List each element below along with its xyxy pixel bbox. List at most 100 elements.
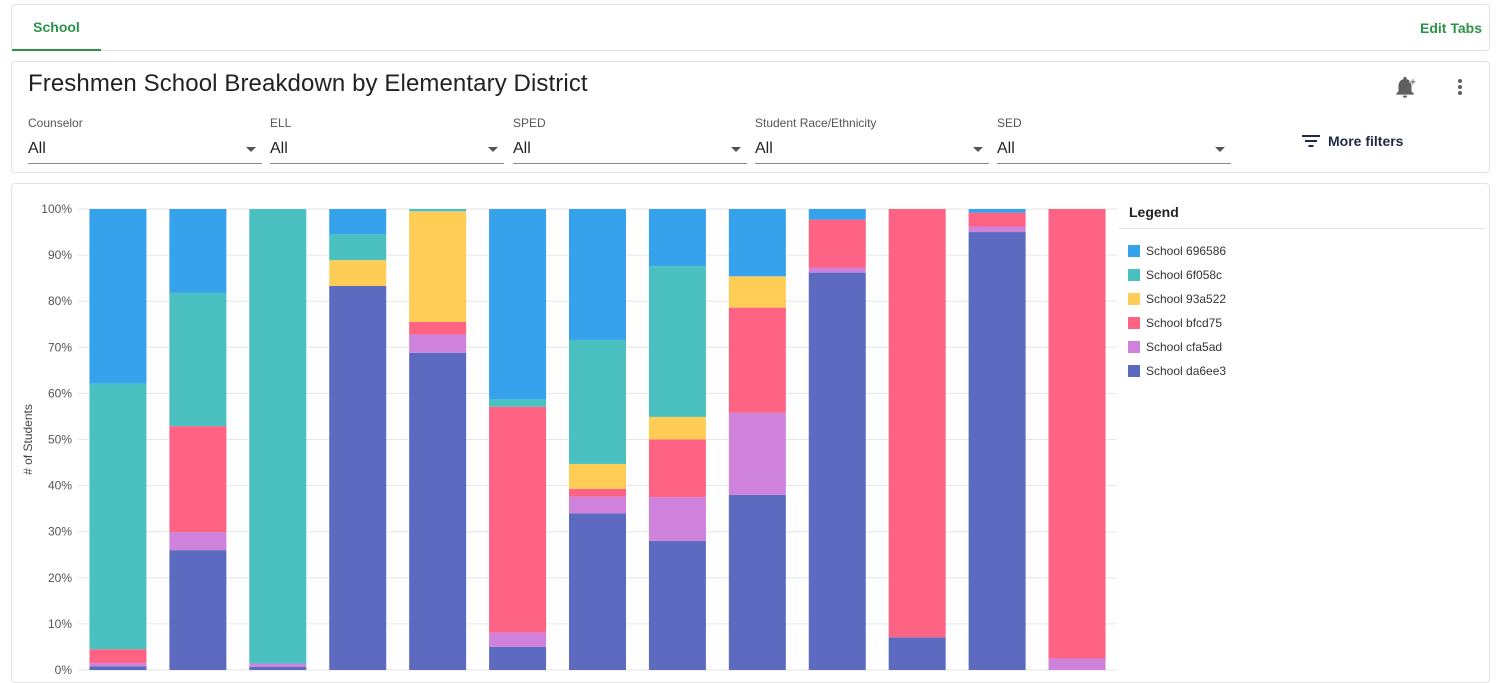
y-tick-label: 70% bbox=[48, 340, 72, 354]
legend-item[interactable]: School bfcd75 bbox=[1128, 311, 1485, 335]
sed-select[interactable]: All bbox=[997, 136, 1231, 164]
legend-item[interactable]: School 6f058c bbox=[1128, 263, 1485, 287]
y-tick-label: 100% bbox=[41, 202, 72, 216]
bar-segment bbox=[329, 260, 387, 286]
filter-value: All bbox=[997, 140, 1015, 157]
legend-label: School 93a522 bbox=[1146, 292, 1227, 306]
chevron-down-icon bbox=[1215, 147, 1225, 152]
header-card: Freshmen School Breakdown by Elementary … bbox=[11, 61, 1490, 173]
bar-segment bbox=[569, 496, 626, 514]
bar-segment bbox=[89, 663, 147, 667]
filter-label: SED bbox=[997, 116, 1022, 130]
bar-segment bbox=[728, 412, 786, 495]
bar-segment bbox=[648, 439, 706, 498]
bar-segment bbox=[409, 321, 467, 335]
bar-segment bbox=[648, 497, 706, 541]
legend-label: School 696586 bbox=[1146, 244, 1227, 258]
bell-plus-icon[interactable] bbox=[1392, 74, 1418, 100]
legend-label: School bfcd75 bbox=[1146, 316, 1223, 330]
more-vert-icon[interactable] bbox=[1450, 74, 1470, 100]
bar-segment bbox=[249, 666, 307, 670]
chevron-down-icon bbox=[973, 147, 983, 152]
bar-segment bbox=[808, 209, 866, 220]
chevron-down-icon bbox=[731, 147, 741, 152]
bar-segment bbox=[888, 637, 946, 670]
y-tick-label: 30% bbox=[48, 525, 72, 539]
filter-race-ethnicity: Student Race/Ethnicity All bbox=[755, 116, 989, 164]
filter-value: All bbox=[513, 140, 531, 157]
bar-segment bbox=[569, 339, 626, 464]
bar-segment bbox=[169, 209, 227, 293]
legend-swatch bbox=[1128, 245, 1140, 257]
sped-select[interactable]: All bbox=[513, 136, 747, 164]
bar-segment bbox=[169, 532, 227, 551]
bar-segment bbox=[89, 666, 147, 670]
bar-segment bbox=[569, 463, 626, 489]
bar-segment bbox=[489, 209, 547, 400]
ell-select[interactable]: All bbox=[270, 136, 504, 164]
bar-segment bbox=[89, 209, 147, 384]
y-tick-label: 0% bbox=[55, 663, 73, 676]
filter-list-icon bbox=[1302, 135, 1320, 147]
more-filters-button[interactable]: More filters bbox=[1302, 130, 1403, 152]
bar-segment bbox=[728, 276, 786, 308]
chevron-down-icon bbox=[488, 147, 498, 152]
y-tick-label: 50% bbox=[48, 433, 72, 447]
legend-swatch bbox=[1128, 341, 1140, 353]
bar-segment bbox=[1048, 658, 1106, 670]
bar-segment bbox=[489, 646, 547, 670]
legend-item[interactable]: School da6ee3 bbox=[1128, 359, 1485, 383]
bar-segment bbox=[648, 266, 706, 417]
bar-segment bbox=[968, 209, 1026, 213]
y-tick-label: 20% bbox=[48, 571, 72, 585]
y-tick-label: 80% bbox=[48, 294, 72, 308]
filter-ell: ELL All bbox=[270, 116, 504, 164]
y-tick-label: 10% bbox=[48, 617, 72, 631]
bar-segment bbox=[169, 550, 227, 670]
y-tick-label: 40% bbox=[48, 479, 72, 493]
bar-segment bbox=[409, 209, 467, 212]
race-ethnicity-select[interactable]: All bbox=[755, 136, 989, 164]
filter-value: All bbox=[755, 140, 773, 157]
more-filters-label: More filters bbox=[1328, 133, 1404, 149]
y-axis-label: # of Students bbox=[21, 404, 35, 475]
chart-card: 0% 10% 20% 30% 40% 50% 60% 70% 80% 90% 100% # of St… bbox=[11, 183, 1490, 683]
legend-item[interactable]: School 93a522 bbox=[1128, 287, 1485, 311]
bar-segment bbox=[489, 399, 547, 407]
filter-sped: SPED All bbox=[513, 116, 747, 164]
filter-value: All bbox=[270, 140, 288, 157]
bar-segment bbox=[249, 209, 307, 664]
bar-segment bbox=[329, 234, 387, 261]
tab-bar: School Edit Tabs bbox=[11, 4, 1490, 51]
bar-segment bbox=[728, 209, 786, 277]
legend-swatch bbox=[1128, 269, 1140, 281]
bar-segment bbox=[648, 209, 706, 267]
bar-segment bbox=[968, 232, 1026, 671]
bar-segment bbox=[648, 540, 706, 670]
legend-swatch bbox=[1128, 365, 1140, 377]
bar-segment bbox=[569, 513, 626, 670]
bar-segment bbox=[89, 649, 147, 664]
bar-segment bbox=[409, 211, 467, 322]
bar-segment bbox=[808, 219, 866, 268]
bar-segment bbox=[569, 209, 626, 340]
bar-segment bbox=[489, 632, 547, 647]
legend-list: School 696586 School 6f058c School 93a522 S… bbox=[1119, 229, 1485, 383]
bar-segment bbox=[808, 267, 866, 273]
legend-item[interactable]: School cfa5ad bbox=[1128, 335, 1485, 359]
edit-tabs-button[interactable]: Edit Tabs bbox=[1420, 20, 1482, 36]
tab-school[interactable]: School bbox=[12, 5, 101, 51]
bar-segment bbox=[648, 416, 706, 440]
legend-item[interactable]: School 696586 bbox=[1128, 239, 1485, 263]
stacked-bar-chart: 0% 10% 20% 30% 40% 50% 60% 70% 80% 90% 100% # of St… bbox=[21, 202, 1117, 676]
bar-segment bbox=[489, 406, 547, 633]
filter-label: Counselor bbox=[28, 116, 83, 130]
counselor-select[interactable]: All bbox=[28, 136, 262, 164]
bar-segment bbox=[169, 426, 227, 533]
bar-segment bbox=[968, 226, 1026, 233]
page-title: Freshmen School Breakdown by Elementary … bbox=[28, 70, 588, 97]
y-tick-label: 90% bbox=[48, 248, 72, 262]
bar-segment bbox=[728, 494, 786, 670]
filter-label: Student Race/Ethnicity bbox=[755, 116, 877, 130]
bar-segment bbox=[89, 383, 147, 650]
